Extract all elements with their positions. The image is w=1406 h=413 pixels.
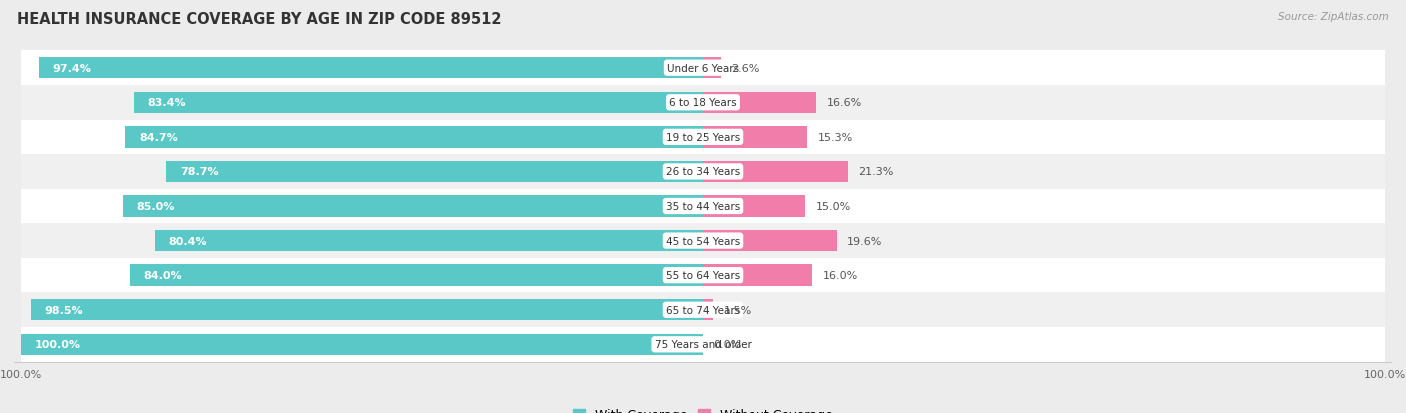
Text: 97.4%: 97.4% [52,64,91,74]
Text: 35 to 44 Years: 35 to 44 Years [666,202,740,211]
Bar [166,161,703,183]
Bar [21,155,1385,189]
Text: 19.6%: 19.6% [846,236,883,246]
Text: 80.4%: 80.4% [169,236,207,246]
Bar [21,327,1385,362]
Bar [703,299,713,320]
Bar [21,120,1385,155]
Bar [21,189,1385,224]
Bar [21,258,1385,293]
Text: 78.7%: 78.7% [180,167,218,177]
Text: 84.7%: 84.7% [139,133,177,142]
Bar [38,58,703,79]
Text: 15.0%: 15.0% [815,202,851,211]
Text: Under 6 Years: Under 6 Years [666,64,740,74]
Bar [703,58,721,79]
Text: 2.6%: 2.6% [731,64,759,74]
Bar [703,127,807,148]
Bar [703,265,813,286]
Text: 16.6%: 16.6% [827,98,862,108]
Text: 16.0%: 16.0% [823,271,858,280]
Bar [31,299,703,320]
Text: 19 to 25 Years: 19 to 25 Years [666,133,740,142]
Text: 100.0%: 100.0% [35,339,80,349]
Bar [703,196,806,217]
Bar [703,230,837,252]
Text: 83.4%: 83.4% [148,98,187,108]
Text: 0.0%: 0.0% [713,339,741,349]
Text: 26 to 34 Years: 26 to 34 Years [666,167,740,177]
Bar [703,93,817,114]
Text: 65 to 74 Years: 65 to 74 Years [666,305,740,315]
Text: 75 Years and older: 75 Years and older [655,339,751,349]
Text: HEALTH INSURANCE COVERAGE BY AGE IN ZIP CODE 89512: HEALTH INSURANCE COVERAGE BY AGE IN ZIP … [17,12,502,27]
Text: 85.0%: 85.0% [136,202,176,211]
Bar [155,230,703,252]
Bar [21,334,703,355]
Bar [124,196,703,217]
Bar [129,265,703,286]
Text: 45 to 54 Years: 45 to 54 Years [666,236,740,246]
Text: 15.3%: 15.3% [818,133,853,142]
Text: 84.0%: 84.0% [143,271,183,280]
Bar [21,51,1385,86]
Text: 98.5%: 98.5% [45,305,83,315]
Bar [21,293,1385,327]
Text: Source: ZipAtlas.com: Source: ZipAtlas.com [1278,12,1389,22]
Bar [125,127,703,148]
Text: 6 to 18 Years: 6 to 18 Years [669,98,737,108]
Text: 21.3%: 21.3% [859,167,894,177]
Bar [21,224,1385,258]
Bar [21,86,1385,120]
Text: 55 to 64 Years: 55 to 64 Years [666,271,740,280]
Legend: With Coverage, Without Coverage: With Coverage, Without Coverage [568,404,838,413]
Text: 1.5%: 1.5% [724,305,752,315]
Bar [134,93,703,114]
Bar [703,161,848,183]
